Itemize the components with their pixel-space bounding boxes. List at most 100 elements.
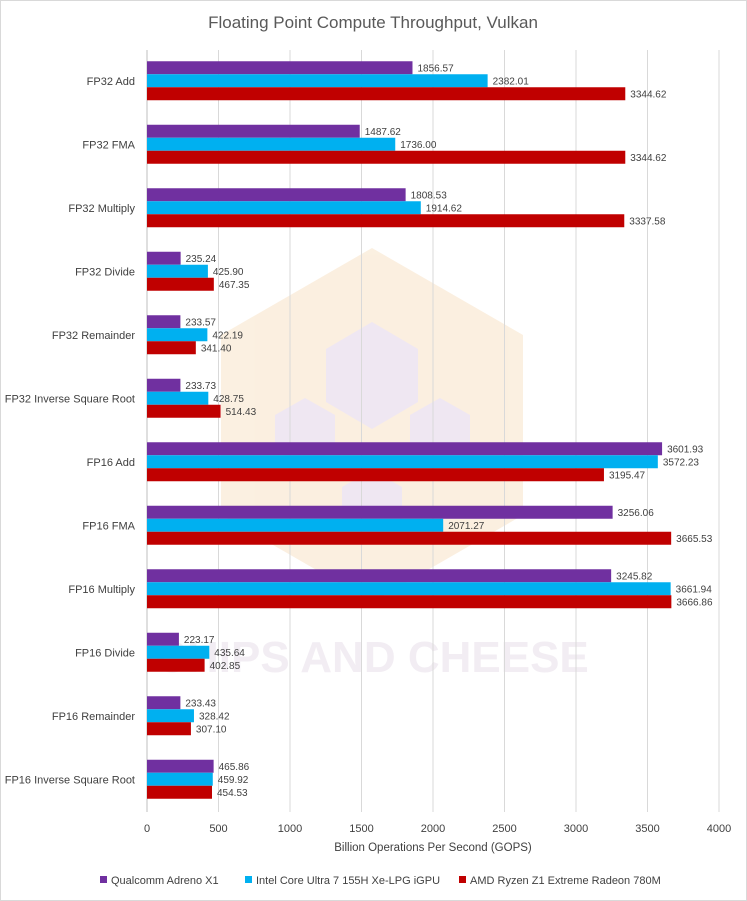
- bar: [147, 315, 181, 329]
- category-label: FP32 Remainder: [52, 330, 135, 342]
- x-tick-label: 4000: [707, 823, 731, 835]
- bar: [147, 505, 613, 519]
- watermark-logo: [221, 248, 523, 602]
- data-label: 514.43: [226, 407, 257, 418]
- x-tick-label: 1500: [349, 823, 373, 835]
- bar: [147, 658, 205, 672]
- category-label: FP32 Inverse Square Root: [5, 393, 135, 405]
- bar: [147, 74, 488, 88]
- bar: [147, 582, 671, 596]
- data-label: 3337.58: [629, 216, 666, 227]
- data-label: 459.92: [218, 775, 249, 786]
- data-label: 341.40: [201, 343, 232, 354]
- bar: [147, 772, 213, 786]
- data-label: 467.35: [219, 280, 250, 291]
- legend-label: Intel Core Ultra 7 155H Xe-LPG iGPU: [256, 875, 440, 887]
- category-label: FP32 Multiply: [68, 203, 135, 215]
- x-tick-label: 2500: [492, 823, 516, 835]
- x-tick-label: 1000: [278, 823, 302, 835]
- data-label: 3195.47: [609, 470, 646, 481]
- data-label: 3661.94: [676, 584, 713, 595]
- watermark-inner-hexagon-shape: [326, 322, 418, 429]
- bar: [147, 595, 672, 609]
- bar: [147, 341, 196, 355]
- bar: [147, 137, 396, 151]
- bar: [147, 759, 214, 773]
- category-label: FP32 FMA: [82, 139, 135, 151]
- data-label: 3572.23: [663, 457, 700, 468]
- x-tick-label: 3000: [564, 823, 588, 835]
- bar: [147, 518, 444, 532]
- data-label: 235.24: [186, 254, 217, 265]
- data-label: 3245.82: [616, 571, 653, 582]
- bar: [147, 124, 360, 138]
- data-label: 402.85: [210, 661, 241, 672]
- data-label: 233.43: [185, 698, 216, 709]
- bar: [147, 442, 663, 456]
- data-label: 2071.27: [448, 521, 485, 532]
- bar: [147, 328, 208, 342]
- data-label: 1856.57: [417, 63, 454, 74]
- data-label: 2382.01: [493, 76, 530, 87]
- bar: [147, 391, 209, 405]
- data-labels: 1856.57 2382.01 3344.62 1487.62 1736.00 3344.…: [184, 63, 713, 799]
- data-label: 465.86: [219, 762, 250, 773]
- data-label: 428.75: [213, 394, 244, 405]
- legend-label: AMD Ryzen Z1 Extreme Radeon 780M: [470, 875, 661, 887]
- bar: [147, 404, 221, 418]
- bar: [147, 188, 406, 202]
- bar: [147, 468, 604, 482]
- bar: [147, 455, 658, 469]
- data-label: 223.17: [184, 635, 215, 646]
- bar: [147, 696, 181, 710]
- legend-swatch: [245, 876, 252, 883]
- bar: [147, 150, 626, 164]
- data-label: 435.64: [214, 648, 245, 659]
- bar: [147, 378, 181, 392]
- x-tick-label: 0: [144, 823, 150, 835]
- data-label: 1808.53: [411, 190, 448, 201]
- watermark-text: CHIPS AND CHEESE: [155, 633, 589, 682]
- data-label: 3344.62: [630, 153, 667, 164]
- bar: [147, 61, 413, 75]
- category-label: FP16 Inverse Square Root: [5, 774, 135, 786]
- legend-label: Qualcomm Adreno X1: [111, 875, 219, 887]
- category-label: FP16 Divide: [75, 647, 135, 659]
- data-label: 3601.93: [667, 444, 704, 455]
- category-label: FP16 Multiply: [68, 584, 135, 596]
- x-axis-title: Billion Operations Per Second (GOPS): [334, 842, 532, 854]
- data-label: 3256.06: [618, 508, 655, 519]
- legend: Qualcomm Adreno X1 Intel Core Ultra 7 155…: [100, 875, 661, 887]
- bar: [147, 569, 612, 583]
- data-label: 3666.86: [676, 597, 713, 608]
- bar: [147, 632, 179, 646]
- bar: [147, 277, 214, 291]
- x-tick-label: 500: [209, 823, 227, 835]
- category-label: FP16 Add: [87, 457, 135, 469]
- bar: [147, 251, 181, 265]
- data-label: 3665.53: [676, 534, 713, 545]
- data-label: 454.53: [217, 788, 248, 799]
- data-label: 233.73: [185, 381, 216, 392]
- chart-title: Floating Point Compute Throughput, Vulka…: [208, 13, 538, 32]
- data-label: 307.10: [196, 724, 227, 735]
- data-label: 422.19: [212, 330, 243, 341]
- category-label: FP32 Divide: [75, 266, 135, 278]
- category-label: FP16 FMA: [82, 520, 135, 532]
- data-label: 328.42: [199, 711, 230, 722]
- bars: [147, 61, 672, 799]
- data-label: 1736.00: [400, 140, 437, 151]
- data-label: 1487.62: [365, 127, 402, 138]
- data-label: 233.57: [185, 317, 216, 328]
- category-labels: FP32 Add FP32 FMA FP32 Multiply FP32 Divide…: [5, 76, 136, 787]
- x-axis-ticks: 0 500 1000 1500 2000 2500 3000 3500 4000: [144, 823, 731, 835]
- bar: [147, 645, 210, 659]
- bar: [147, 785, 212, 799]
- bar: [147, 264, 208, 278]
- x-tick-label: 2000: [421, 823, 445, 835]
- data-label: 425.90: [213, 267, 244, 278]
- bar: [147, 214, 625, 228]
- bar: [147, 722, 191, 736]
- category-label: FP16 Remainder: [52, 711, 135, 723]
